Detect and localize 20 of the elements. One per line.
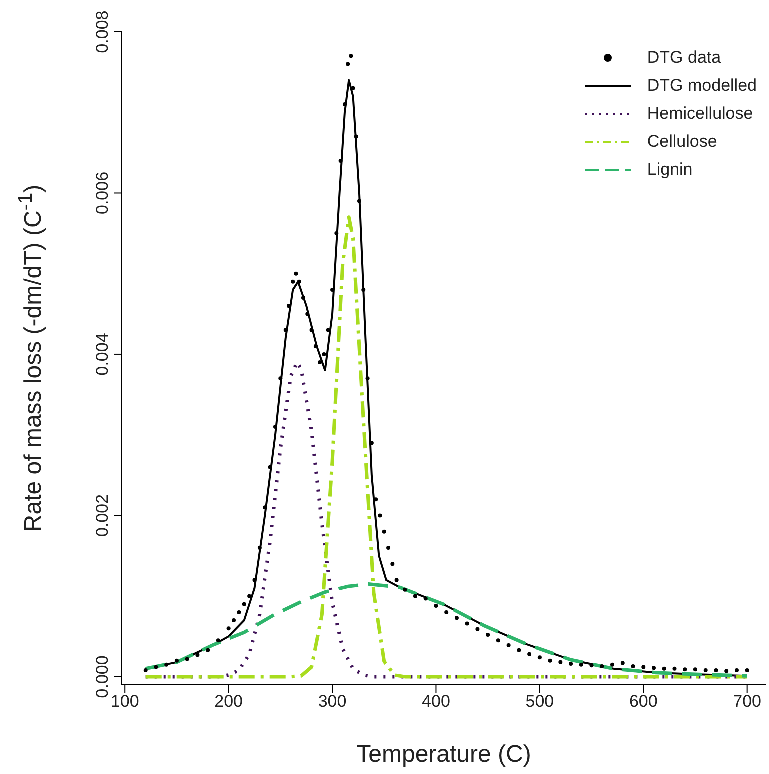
x-tick-label: 100 [110, 692, 140, 712]
y-tick-label: 0.004 [93, 333, 112, 376]
x-tick-label: 200 [214, 692, 243, 712]
legend-label: DTG modelled [647, 76, 757, 96]
legend-label: Hemicellulose [647, 104, 754, 124]
x-tick-label: 300 [318, 692, 347, 712]
line-series [144, 582, 750, 678]
x-axis-title: Temperature (C) [356, 741, 532, 768]
y-tick-label: 0.002 [93, 494, 112, 537]
x-tick-label: 600 [629, 692, 658, 712]
x-tick-label: 500 [526, 692, 554, 712]
line-series [144, 216, 750, 679]
legend-label: Lignin [647, 160, 693, 180]
y-tick-label: 0.006 [93, 172, 112, 215]
legend-label: DTG data [647, 48, 722, 68]
legend-label: Cellulose [647, 132, 718, 152]
x-tick-label: 400 [422, 692, 450, 712]
y-tick-label: 0.008 [93, 10, 112, 54]
y-tick-label: 0.000 [93, 656, 112, 698]
x-tick-label: 700 [733, 692, 762, 712]
